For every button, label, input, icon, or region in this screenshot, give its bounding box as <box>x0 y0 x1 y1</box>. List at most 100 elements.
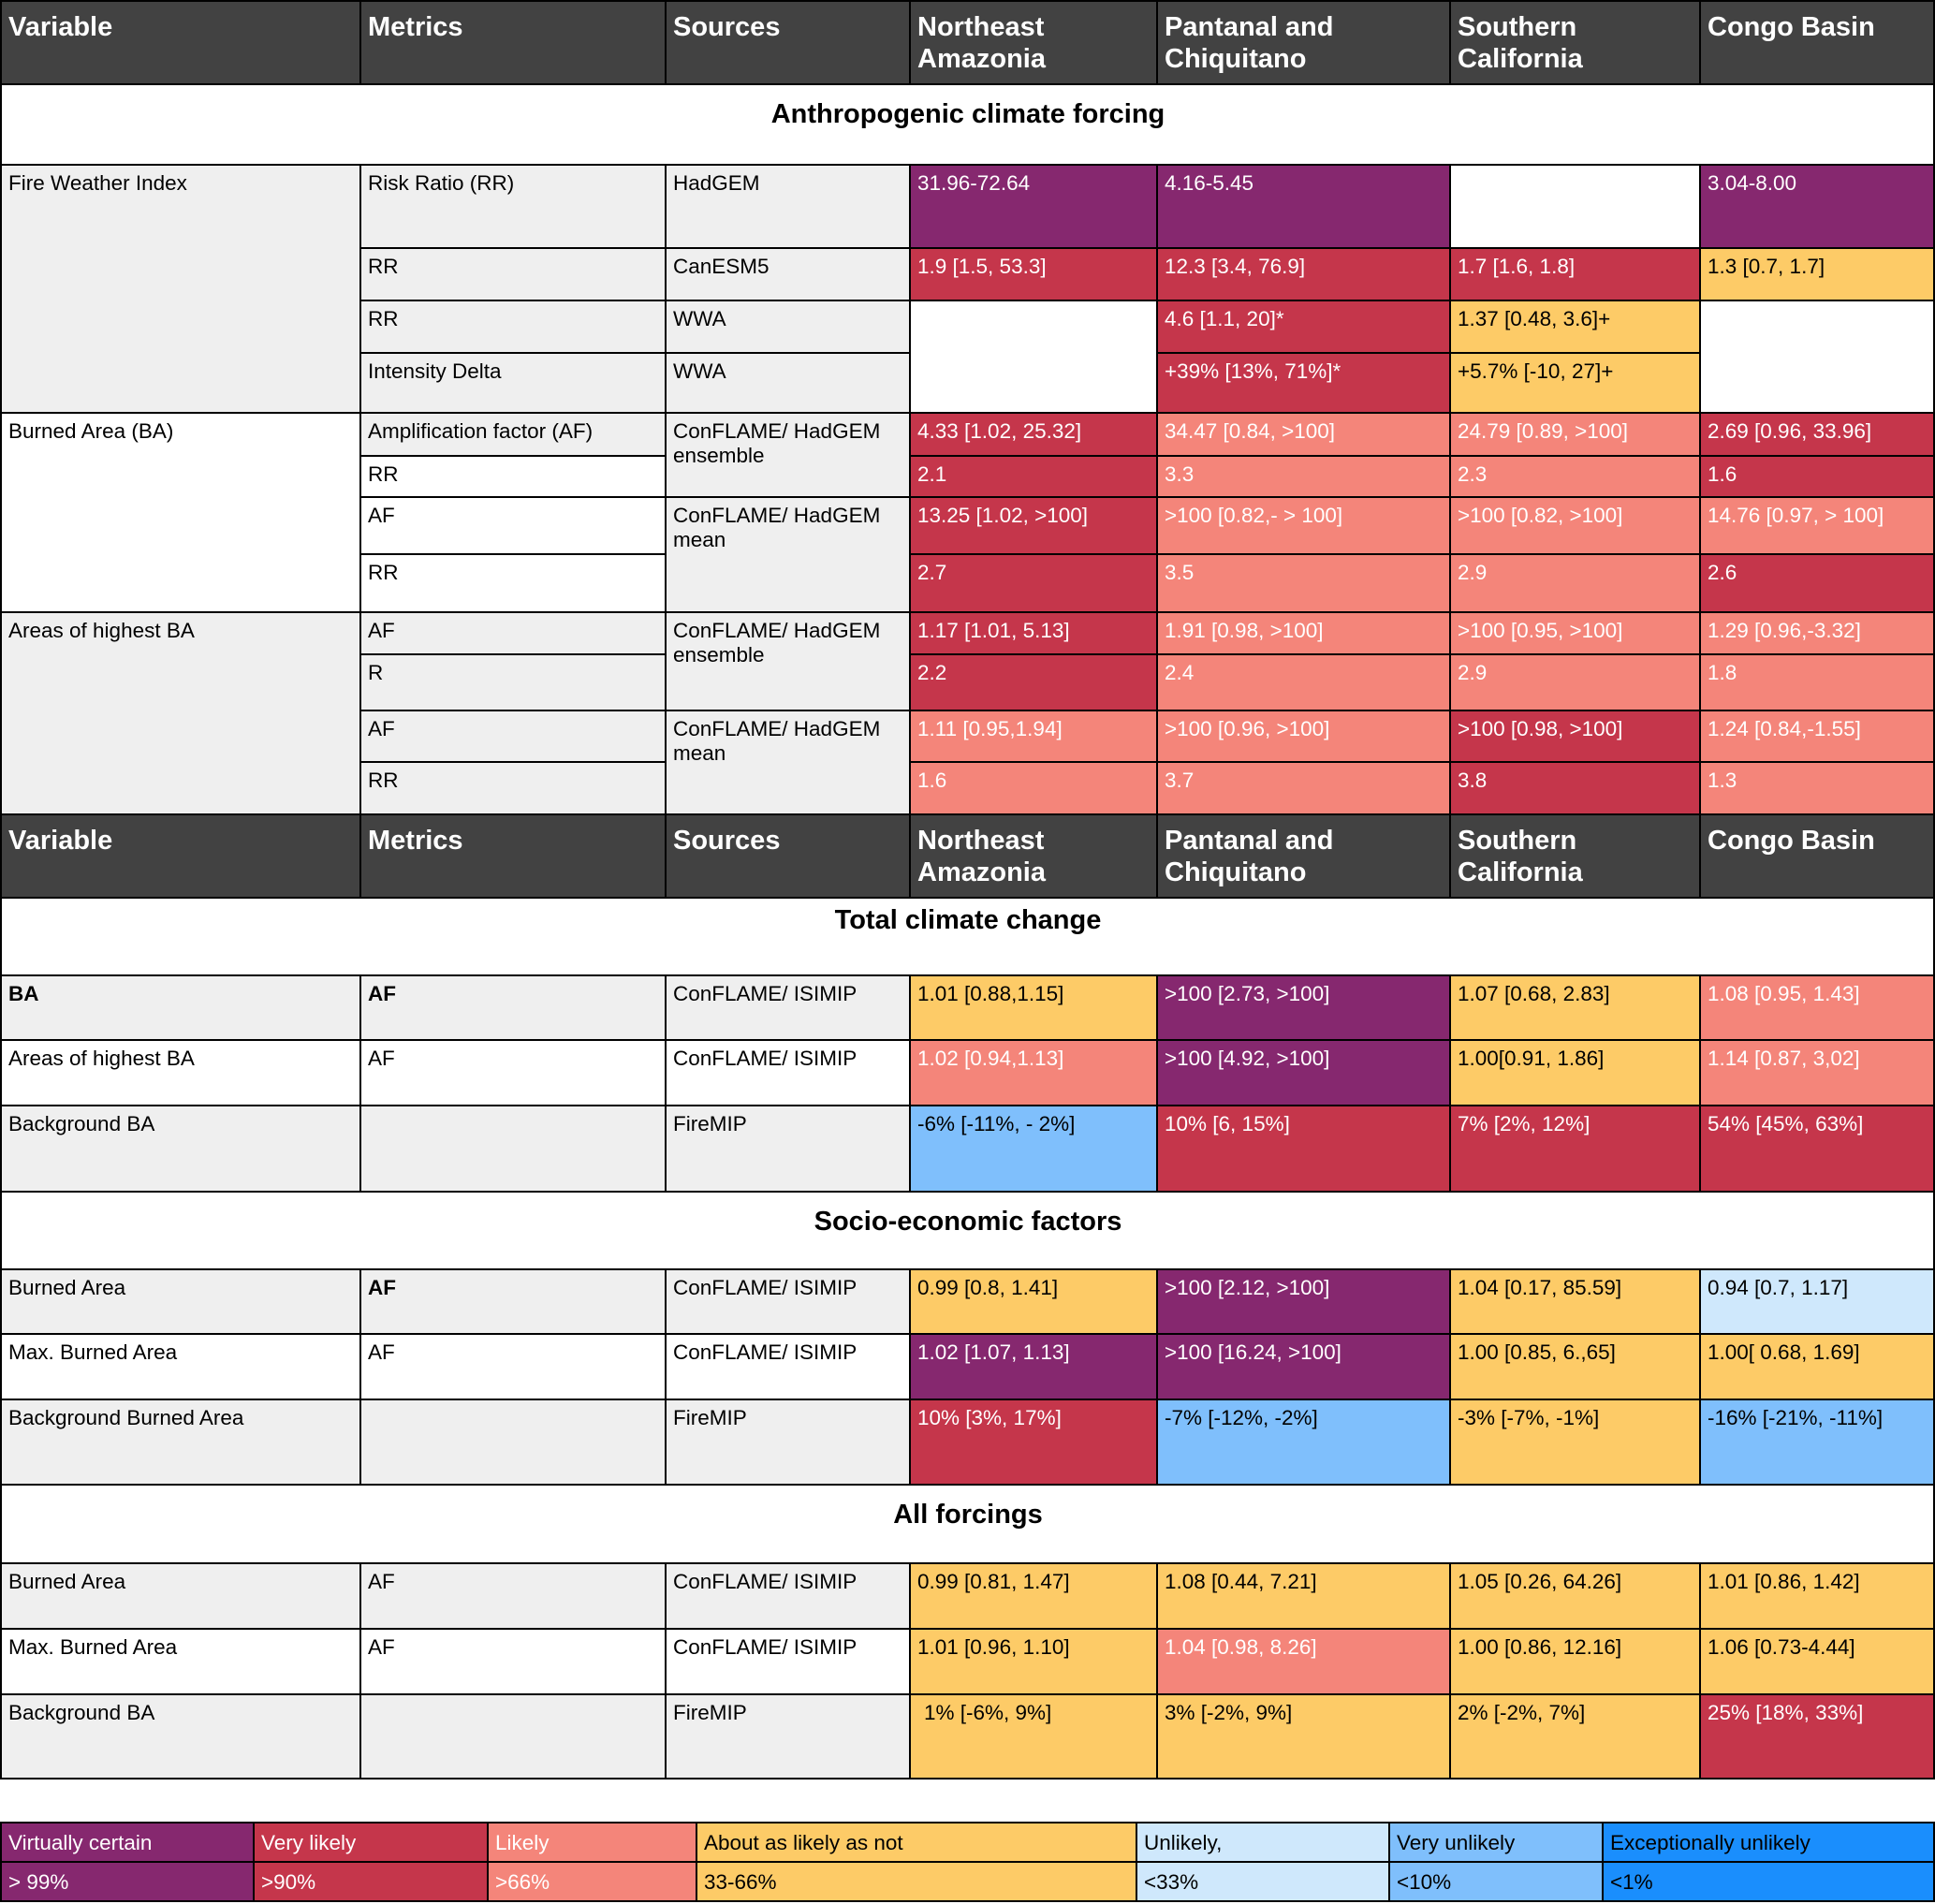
legend-very-unlikely-range: <10% <box>1388 1861 1604 1902</box>
header-sources: Sources <box>665 0 911 85</box>
value-cell: 1.91 [0.98, >100] <box>1156 611 1451 655</box>
header-northeast-amazonia: Northeast Amazonia <box>909 0 1158 85</box>
value-cell: >100 [4.92, >100] <box>1156 1039 1451 1106</box>
metric-amplification-factor: Amplification factor (AF) <box>359 412 667 457</box>
source-firemip: FireMIP <box>665 1105 911 1193</box>
value-cell: 1.6 <box>1699 455 1935 498</box>
value-cell: 7% [2%, 12%] <box>1449 1105 1701 1193</box>
metric-intensity-delta: Intensity Delta <box>359 352 667 414</box>
variable-areas-of-highest-ba: Areas of highest BA <box>0 611 361 815</box>
metric-rr: RR <box>359 455 667 498</box>
value-cell: >100 [0.96, >100] <box>1156 710 1451 763</box>
value-cell: 1.08 [0.44, 7.21] <box>1156 1562 1451 1630</box>
value-cell: 34.47 [0.84, >100] <box>1156 412 1451 457</box>
value-cell: 1.9 [1.5, 53.3] <box>909 247 1158 301</box>
value-cell: 10% [6, 15%] <box>1156 1105 1451 1193</box>
value-cell-empty <box>1449 164 1701 249</box>
metric-af: AF <box>359 1039 667 1106</box>
value-cell: 3.04-8.00 <box>1699 164 1935 249</box>
value-cell: >100 [0.95, >100] <box>1449 611 1701 655</box>
legend-exceptionally-unlikely-range: <1% <box>1602 1861 1935 1902</box>
value-cell: 2.7 <box>909 553 1158 613</box>
value-cell: 54% [45%, 63%] <box>1699 1105 1935 1193</box>
header-congo-basin: Congo Basin <box>1699 0 1935 85</box>
variable-background-ba: Background BA <box>0 1105 361 1193</box>
value-cell: 2.2 <box>909 653 1158 711</box>
value-cell: 4.6 [1.1, 20]* <box>1156 300 1451 354</box>
source-canesm5: CanESM5 <box>665 247 911 301</box>
variable-max-burned-area: Max. Burned Area <box>0 1333 361 1400</box>
value-cell: 1.01 [0.96, 1.10] <box>909 1628 1158 1695</box>
header-congo-basin: Congo Basin <box>1699 813 1935 899</box>
value-cell: 1.00[0.91, 1.86] <box>1449 1039 1701 1106</box>
value-cell: 1.7 [1.6, 1.8] <box>1449 247 1701 301</box>
value-cell: 1.06 [0.73-4.44] <box>1699 1628 1935 1695</box>
value-cell: 1.07 [0.68, 2.83] <box>1449 974 1701 1041</box>
value-cell: +39% [13%, 71%]* <box>1156 352 1451 414</box>
legend-exceptionally-unlikely-label: Exceptionally unlikely <box>1602 1822 1935 1863</box>
value-cell: 1.8 <box>1699 653 1935 711</box>
legend-unlikely-label: Unlikely, <box>1136 1822 1390 1863</box>
value-cell: 1.01 [0.88,1.15] <box>909 974 1158 1041</box>
metric-rr: RR <box>359 300 667 354</box>
section-socio-economic: Socio-economic factors <box>0 1191 1935 1270</box>
value-cell: 1.6 <box>909 761 1158 815</box>
value-cell: 12.3 [3.4, 76.9] <box>1156 247 1451 301</box>
header-sources: Sources <box>665 813 911 899</box>
header-northeast-amazonia: Northeast Amazonia <box>909 813 1158 899</box>
header-variable: Variable <box>0 0 361 85</box>
source-conflame-hadgem-ensemble: ConFLAME/ HadGEM ensemble <box>665 611 911 711</box>
source-conflame-hadgem-ensemble: ConFLAME/ HadGEM ensemble <box>665 412 911 498</box>
legend-very-unlikely-label: Very unlikely <box>1388 1822 1604 1863</box>
variable-burned-area: Burned Area <box>0 1562 361 1630</box>
metric-r: R <box>359 653 667 711</box>
value-cell: -16% [-21%, -11%] <box>1699 1399 1935 1486</box>
metric-empty <box>359 1693 667 1780</box>
metric-rr: RR <box>359 247 667 301</box>
section-anthropogenic-forcing: Anthropogenic climate forcing <box>0 83 1935 166</box>
source-firemip: FireMIP <box>665 1693 911 1780</box>
variable-burned-area: Burned Area <box>0 1268 361 1335</box>
source-wwa: WWA <box>665 300 911 354</box>
variable-max-burned-area: Max. Burned Area <box>0 1628 361 1695</box>
value-cell: >100 [2.73, >100] <box>1156 974 1451 1041</box>
legend-unlikely-range: <33% <box>1136 1861 1390 1902</box>
value-cell: 4.16-5.45 <box>1156 164 1451 249</box>
source-conflame-isimip: ConFLAME/ ISIMIP <box>665 1268 911 1335</box>
legend-about-as-likely-range: 33-66% <box>696 1861 1137 1902</box>
variable-background-ba: Background BA <box>0 1693 361 1780</box>
value-cell: 3.7 <box>1156 761 1451 815</box>
value-cell: 1.14 [0.87, 3,02] <box>1699 1039 1935 1106</box>
value-cell: -7% [-12%, -2%] <box>1156 1399 1451 1486</box>
value-cell: 3.5 <box>1156 553 1451 613</box>
source-conflame-isimip: ConFLAME/ ISIMIP <box>665 974 911 1041</box>
value-cell: 1.04 [0.98, 8.26] <box>1156 1628 1451 1695</box>
header-pantanal: Pantanal and Chiquitano <box>1156 813 1451 899</box>
value-cell: 1% [-6%, 9%] <box>909 1693 1158 1780</box>
value-cell: 1.3 [0.7, 1.7] <box>1699 247 1935 301</box>
value-cell: 1.11 [0.95,1.94] <box>909 710 1158 763</box>
value-cell: 1.29 [0.96,-3.32] <box>1699 611 1935 655</box>
value-cell: 1.02 [0.94,1.13] <box>909 1039 1158 1106</box>
legend-very-likely-range: >90% <box>253 1861 489 1902</box>
value-cell-empty <box>1699 300 1935 414</box>
value-cell: 0.94 [0.7, 1.17] <box>1699 1268 1935 1335</box>
metric-af: AF <box>359 496 667 555</box>
header-metrics: Metrics <box>359 813 667 899</box>
value-cell: 2.6 <box>1699 553 1935 613</box>
value-cell: 1.05 [0.26, 64.26] <box>1449 1562 1701 1630</box>
value-cell: -3% [-7%, -1%] <box>1449 1399 1701 1486</box>
legend-virtually-certain-label: Virtually certain <box>0 1822 255 1863</box>
metric-risk-ratio: Risk Ratio (RR) <box>359 164 667 249</box>
value-cell: 1.08 [0.95, 1.43] <box>1699 974 1935 1041</box>
metric-rr: RR <box>359 553 667 613</box>
value-cell: 24.79 [0.89, >100] <box>1449 412 1701 457</box>
value-cell: 1.17 [1.01, 5.13] <box>909 611 1158 655</box>
value-cell: 3% [-2%, 9%] <box>1156 1693 1451 1780</box>
value-cell: 1.3 <box>1699 761 1935 815</box>
variable-areas-of-highest-ba: Areas of highest BA <box>0 1039 361 1106</box>
value-cell: -6% [-11%, - 2%] <box>909 1105 1158 1193</box>
metric-af: AF <box>359 1628 667 1695</box>
metric-af: AF <box>359 710 667 763</box>
